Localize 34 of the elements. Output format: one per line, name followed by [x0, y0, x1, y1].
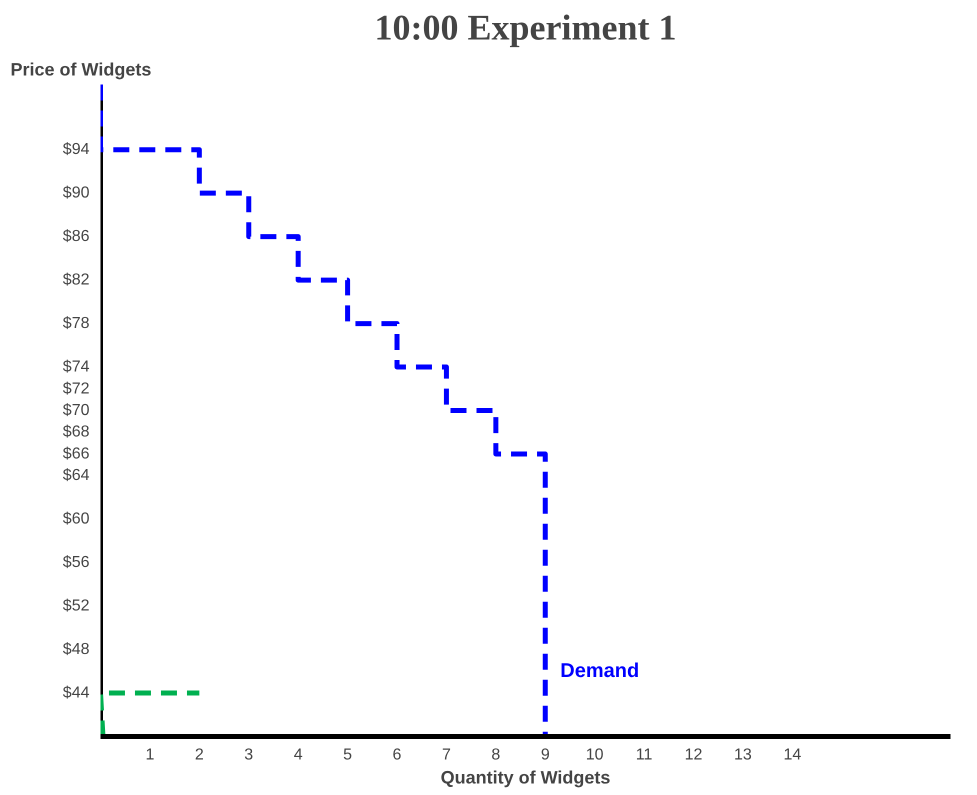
- y-tick-label: $64: [62, 467, 90, 484]
- y-tick-label: $94: [62, 141, 90, 158]
- x-tick-label: 5: [343, 746, 352, 764]
- y-tick-label: $74: [62, 358, 90, 376]
- y-tick-label: $66: [62, 445, 90, 462]
- x-tick-label: 1: [145, 746, 154, 764]
- x-tick-label: 3: [244, 746, 254, 764]
- y-tick-label: $90: [62, 184, 90, 202]
- series-label: Demand: [560, 660, 640, 682]
- x-tick-label: 9: [540, 746, 550, 764]
- y-axis-title: Price of Widgets: [10, 60, 152, 80]
- x-tick-label: 13: [734, 746, 752, 764]
- x-axis-title: Quantity of Widgets: [440, 768, 610, 788]
- y-tick-label: $60: [62, 510, 90, 528]
- y-tick-label: $78: [62, 315, 90, 332]
- x-tick-label: 11: [636, 746, 653, 764]
- x-tick-label: 10: [586, 746, 604, 764]
- x-tick-label: 12: [684, 746, 703, 764]
- x-tick-label: 6: [392, 746, 402, 764]
- y-tick-label: $52: [62, 598, 90, 615]
- x-tick-label: 2: [194, 746, 204, 764]
- y-tick-label: $82: [62, 272, 90, 289]
- y-tick-label: $48: [62, 641, 90, 658]
- x-tick-label: 7: [442, 746, 451, 764]
- y-tick-label: $72: [62, 380, 90, 398]
- x-tick-label: 14: [783, 746, 802, 764]
- x-tick-label: 4: [294, 746, 303, 764]
- y-tick-label: $86: [62, 228, 90, 246]
- y-tick-label: $56: [62, 554, 90, 572]
- chart-title: 10:00 Experiment 1: [374, 8, 676, 48]
- y-tick-label: $68: [62, 424, 90, 441]
- y-tick-label: $70: [62, 402, 90, 419]
- x-tick-label: 8: [491, 746, 500, 764]
- y-tick-label: $44: [62, 684, 90, 702]
